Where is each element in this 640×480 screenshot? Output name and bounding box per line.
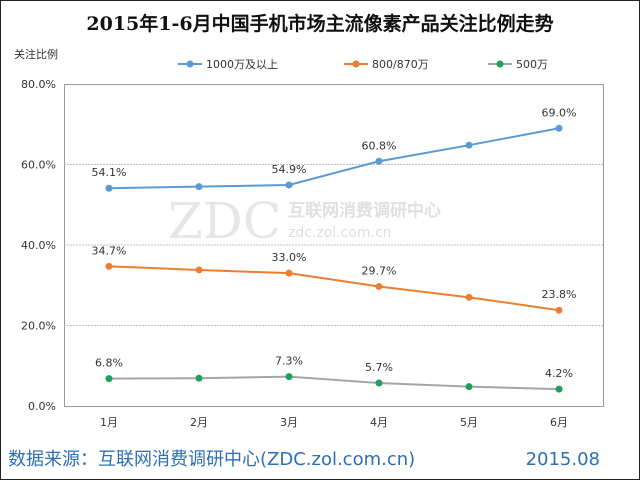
legend-label: 500万 (516, 58, 548, 71)
data-point (105, 262, 113, 270)
chart-title: 2015年1-6月中国手机市场主流像素产品关注比例走势 (86, 12, 553, 35)
series-2: 34.7% 33.0% 29.7% 23.8% (92, 244, 577, 314)
data-label: 60.8% (362, 139, 397, 152)
data-label: 54.1% (92, 166, 127, 179)
x-tick-label: 3月 (280, 416, 298, 429)
legend-item: 500万 (488, 58, 548, 71)
legend-label: 800/870万 (372, 58, 429, 71)
data-point (285, 181, 293, 189)
watermark-name: 互联网消费调研中心 (288, 200, 441, 221)
y-axis: 0.0% 20.0% 40.0% 60.0% 80.0% (21, 78, 56, 413)
data-label: 54.9% (272, 163, 307, 176)
data-label: 33.0% (272, 251, 307, 264)
y-tick-label: 20.0% (21, 320, 56, 333)
data-label: 34.7% (92, 244, 127, 257)
data-label: 4.2% (545, 367, 573, 380)
series-line (108, 265, 560, 312)
x-tick-label: 1月 (100, 416, 118, 429)
legend-label: 1000万及以上 (206, 58, 278, 71)
data-point (375, 157, 383, 165)
data-point (195, 266, 203, 274)
legend-item: 800/870万 (344, 58, 429, 71)
data-point (465, 383, 473, 391)
y-tick-label: 40.0% (21, 239, 56, 252)
data-point (555, 124, 563, 132)
watermark-logo: ZDC (168, 192, 281, 250)
series-line (108, 127, 560, 190)
y-tick-label: 0.0% (28, 400, 56, 413)
x-tick-label: 6月 (550, 416, 568, 429)
x-axis: 1月 2月 3月 4月 5月 6月 (100, 416, 568, 429)
data-label: 6.8% (95, 357, 123, 370)
data-point (375, 282, 383, 290)
x-tick-label: 4月 (370, 416, 388, 429)
legend-marker (496, 60, 504, 68)
data-point (555, 385, 563, 393)
footer-date: 2015.08 (526, 449, 600, 470)
x-tick-label: 2月 (190, 416, 208, 429)
watermark: ZDC 互联网消费调研中心 zdc.zol.com.cn (168, 192, 441, 250)
data-point (285, 373, 293, 381)
y-tick-label: 60.0% (21, 159, 56, 172)
watermark-url: zdc.zol.com.cn (288, 225, 392, 241)
legend-item: 1000万及以上 (178, 58, 278, 71)
series-3: 6.8% 7.3% 5.7% 4.2% (95, 355, 573, 393)
data-label: 5.7% (365, 361, 393, 374)
footer-source: 数据来源：互联网消费调研中心(ZDC.zol.com.cn) (8, 449, 415, 470)
data-point (555, 306, 563, 314)
legend: 1000万及以上 800/870万 500万 (178, 58, 548, 71)
legend-marker (352, 60, 360, 68)
series-1: 54.1% 54.9% 60.8% 69.0% (92, 106, 577, 192)
data-point (195, 183, 203, 191)
y-tick-label: 80.0% (21, 78, 56, 91)
data-point (465, 141, 473, 149)
legend-marker (186, 60, 194, 68)
data-point (285, 269, 293, 277)
data-point (105, 375, 113, 383)
series-group: 54.1% 54.9% 60.8% 69.0% 34.7% 33.0% 29.7% 23.8%… (92, 106, 577, 393)
data-point (375, 379, 383, 387)
series-line (108, 375, 560, 391)
y-axis-title: 关注比例 (14, 47, 58, 61)
data-label: 23.8% (542, 288, 577, 301)
data-label: 7.3% (275, 355, 303, 368)
x-tick-label: 5月 (460, 416, 478, 429)
gridlines (64, 164, 604, 326)
data-label: 69.0% (542, 106, 577, 119)
data-point (465, 293, 473, 301)
data-point (105, 184, 113, 192)
data-label: 29.7% (362, 264, 397, 277)
data-point (195, 374, 203, 382)
